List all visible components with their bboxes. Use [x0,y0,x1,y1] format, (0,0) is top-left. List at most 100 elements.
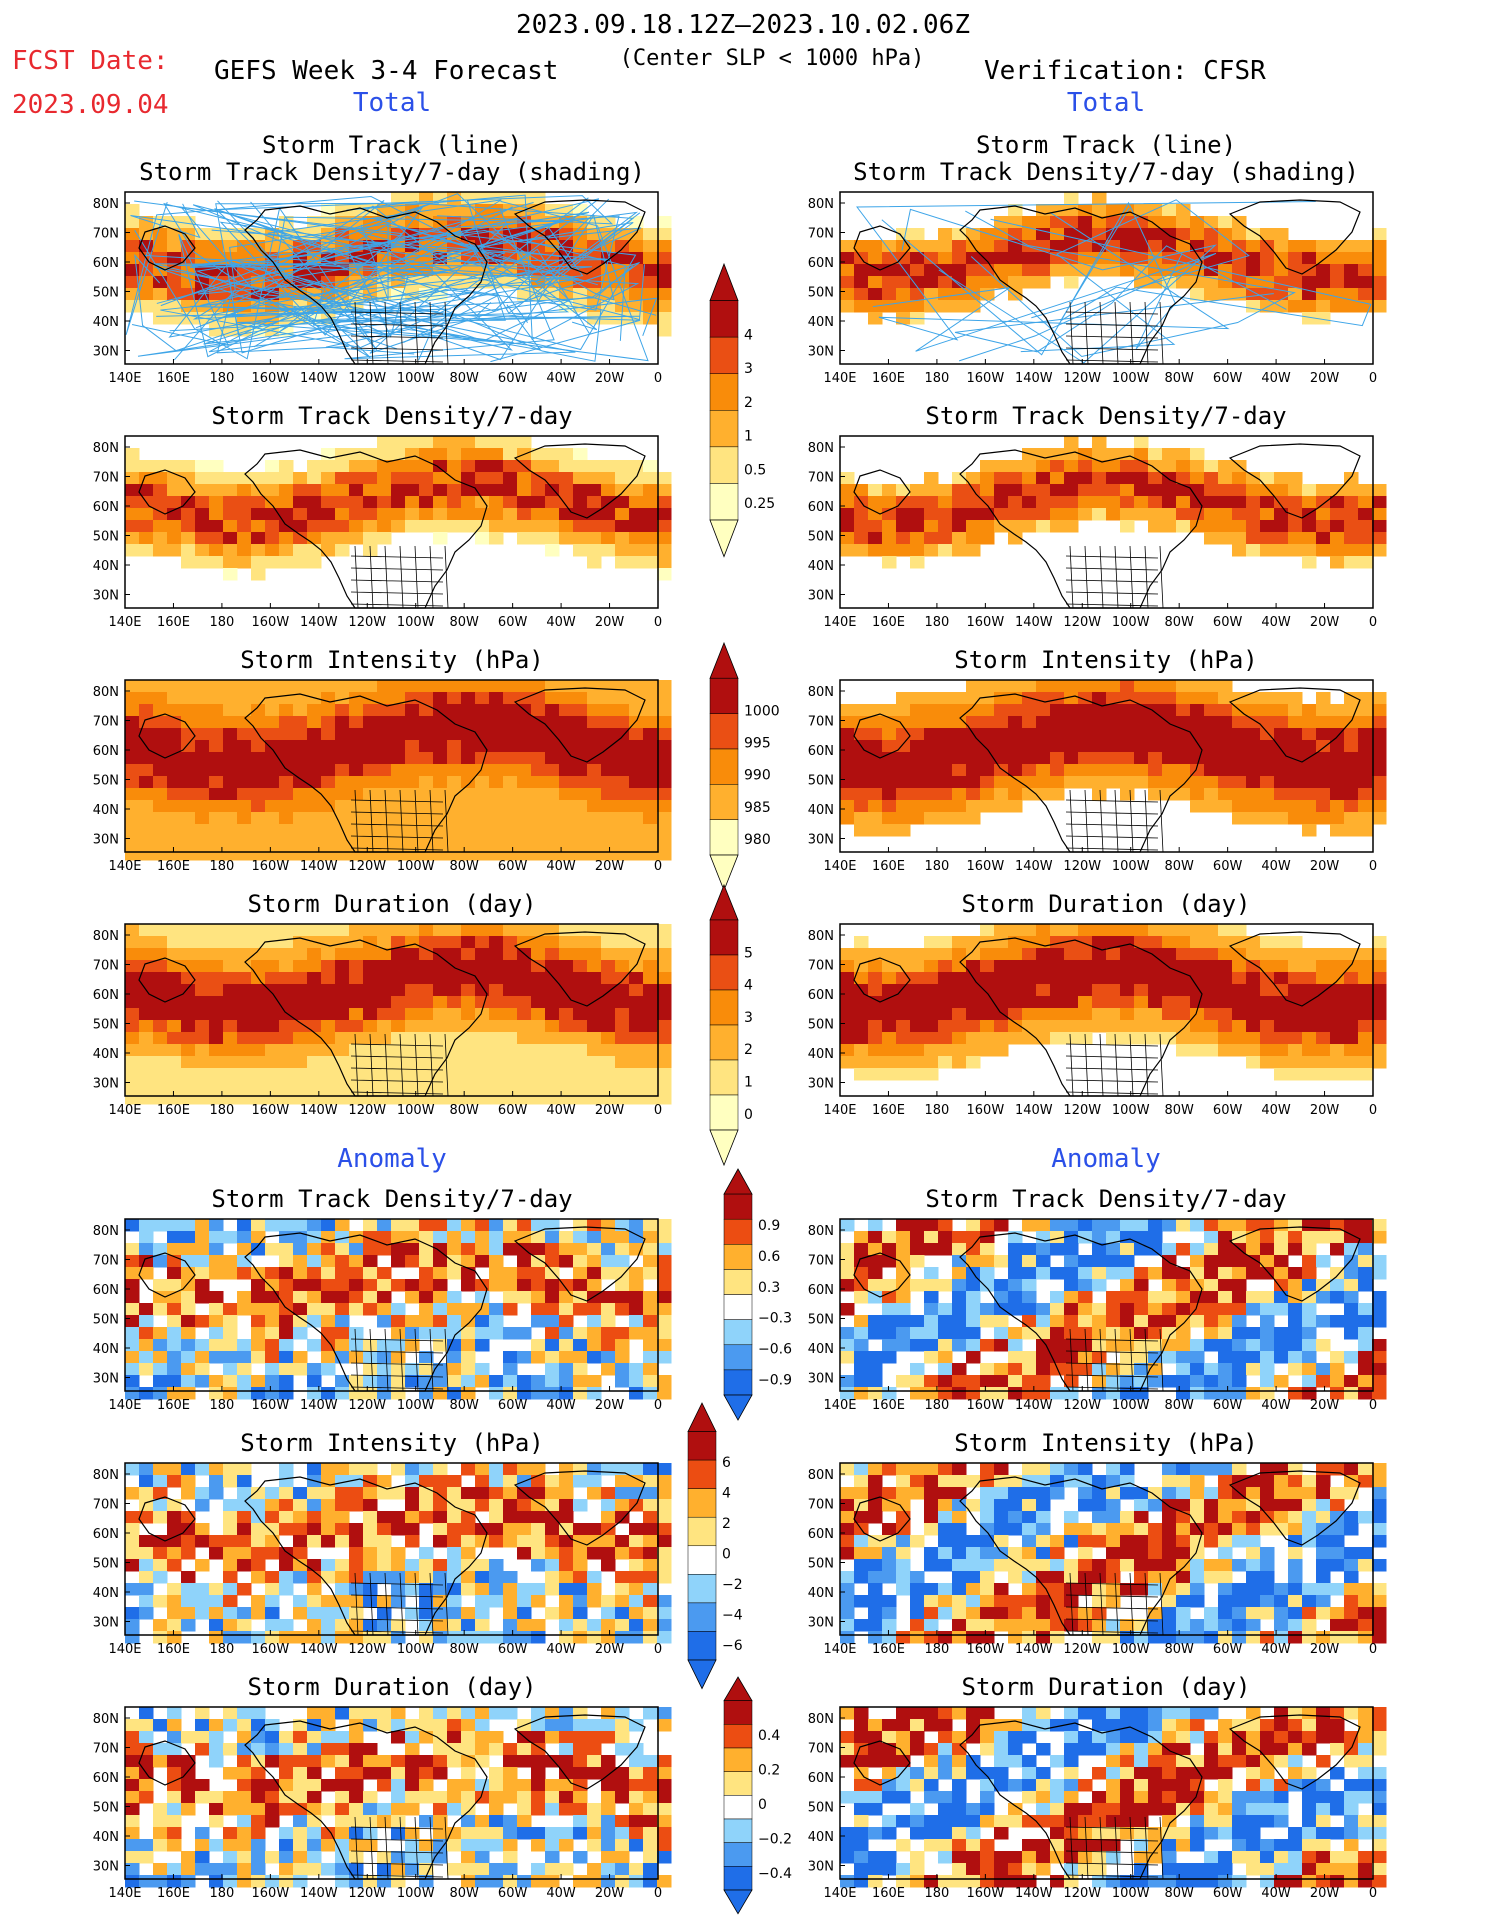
lat-tick-label: 70N [808,227,834,242]
lon-tick-label: 80W [1164,1642,1194,1657]
lon-tick-label: 80W [449,1886,479,1901]
lat-tick-label: 80N [93,1468,119,1483]
lon-tick-label: 100W [397,859,435,874]
lon-tick-label: 0 [1369,1103,1377,1118]
lon-tick-label: 180 [209,371,234,386]
lon-tick-label: 100W [397,1886,435,1901]
lat-tick-label: 60N [808,1283,834,1298]
lat-tick-label: 80N [93,441,119,456]
lon-tick-label: 120W [348,1886,386,1901]
lon-tick-label: 20W [1310,371,1340,386]
lon-tick-label: 60W [1213,1886,1243,1901]
lon-tick-label: 60W [1213,1398,1243,1413]
lon-tick-label: 100W [1112,615,1150,630]
lat-tick-label: 30N [808,833,834,848]
lon-tick-label: 160W [967,859,1005,874]
colorbar-tick-label: 0.6 [758,1249,780,1265]
lon-tick-label: 0 [1369,1642,1377,1657]
lon-tick-label: 0 [654,1886,662,1901]
lon-tick-label: 40W [546,615,576,630]
lat-tick-label: 50N [808,1313,834,1328]
lon-tick-label: 0 [1369,615,1377,630]
lon-tick-label: 140E [823,615,856,630]
lat-tick-label: 40N [808,559,834,574]
lon-tick-label: 20W [1310,1103,1340,1118]
lon-tick-label: 160E [872,1398,905,1413]
lon-tick-label: 180 [924,371,949,386]
lat-tick-label: 60N [93,500,119,515]
lon-tick-label: 80W [1164,1886,1194,1901]
lat-tick-label: 40N [808,1047,834,1062]
lat-tick-label: 30N [808,1616,834,1631]
lon-tick-label: 140E [823,859,856,874]
colorbar-tick-label: −0.4 [758,1866,792,1882]
lon-tick-label: 120W [348,371,386,386]
lon-tick-label: 60W [1213,1642,1243,1657]
lon-tick-label: 140E [108,1886,141,1901]
lat-tick-label: 80N [93,929,119,944]
lon-tick-label: 120W [1063,1642,1101,1657]
lon-tick-label: 140W [300,1642,338,1657]
lon-tick-label: 80W [449,371,479,386]
panel-title-duration-right: Storm Duration (day) [961,890,1251,918]
lat-tick-label: 50N [93,286,119,301]
lon-tick-label: 160W [967,1103,1005,1118]
lon-tick-label: 140E [823,1103,856,1118]
panel-title-anom-density-left: Storm Track Density/7-day [211,1185,573,1213]
panel-title-density-left: Storm Track Density/7-day [211,402,573,430]
lon-tick-label: 100W [1112,1398,1150,1413]
lat-tick-label: 30N [93,1616,119,1631]
lon-tick-label: 120W [348,1103,386,1118]
panel-title-intensity-right: Storm Intensity (hPa) [954,646,1258,674]
lon-tick-label: 40W [1261,371,1291,386]
lat-tick-label: 40N [808,1586,834,1601]
lon-tick-label: 160W [252,615,290,630]
lat-tick-label: 60N [93,744,119,759]
lat-tick-label: 50N [93,774,119,789]
lon-tick-label: 80W [1164,1398,1194,1413]
colorbar-tick-label: −0.3 [758,1311,792,1327]
lon-tick-label: 40W [546,1642,576,1657]
lon-tick-label: 140W [300,859,338,874]
lat-tick-label: 50N [808,530,834,545]
colorbar-tick-label: 1000 [744,703,780,719]
lon-tick-label: 120W [348,1398,386,1413]
lon-tick-label: 60W [1213,859,1243,874]
colorbar-tick-label: 2 [744,1042,753,1058]
colorbar-tick-label: 0 [744,1107,753,1123]
lon-tick-label: 80W [449,859,479,874]
lat-tick-label: 70N [808,959,834,974]
colorbar-tick-label: 980 [744,832,771,848]
colorbar-tick-label: 3 [744,361,753,377]
anomaly-label-left: Anomaly [337,1144,447,1174]
lon-tick-label: 60W [498,1398,528,1413]
lat-tick-label: 40N [808,1830,834,1845]
lat-tick-label: 40N [93,1830,119,1845]
colorbar-tick-label: 0.3 [758,1280,780,1296]
lon-tick-label: 20W [595,615,625,630]
lon-tick-label: 60W [498,371,528,386]
lon-tick-label: 160E [872,1886,905,1901]
lon-tick-label: 140E [108,371,141,386]
colorbar-tick-label: 0 [758,1797,767,1813]
lon-tick-label: 80W [449,1103,479,1118]
lon-tick-label: 0 [1369,1398,1377,1413]
lon-tick-label: 160E [157,1642,190,1657]
lon-tick-label: 160W [252,1103,290,1118]
lon-tick-label: 60W [498,859,528,874]
lon-tick-label: 160W [967,1398,1005,1413]
total-label-left: Total [352,88,432,118]
lon-tick-label: 80W [1164,371,1194,386]
panel-title-track-left-2: Storm Track Density/7-day (shading) [139,158,645,186]
lat-tick-label: 40N [93,559,119,574]
lat-tick-label: 60N [93,1771,119,1786]
lon-tick-label: 60W [498,615,528,630]
lon-tick-label: 120W [1063,1398,1101,1413]
lat-tick-label: 70N [93,227,119,242]
lon-tick-label: 160W [967,1642,1005,1657]
lon-tick-label: 140W [1015,1398,1053,1413]
lat-tick-label: 30N [808,1860,834,1875]
lon-tick-label: 180 [209,1398,234,1413]
lat-tick-label: 70N [808,715,834,730]
lat-tick-label: 70N [93,1742,119,1757]
